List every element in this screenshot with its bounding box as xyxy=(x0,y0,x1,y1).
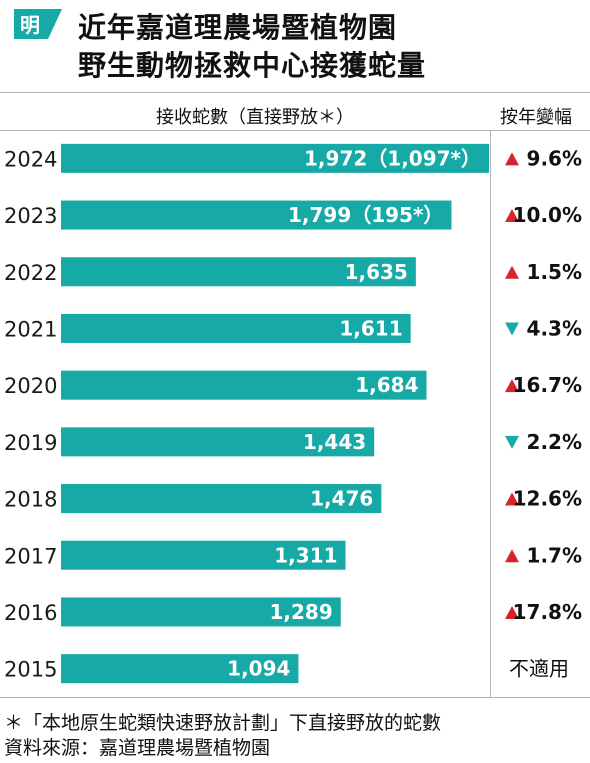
mingpao-logo-icon: 明 xyxy=(14,9,62,39)
year-label-2018: 2018 xyxy=(4,488,57,512)
change-label-2021: 4.3% xyxy=(527,316,582,340)
column-divider xyxy=(490,130,491,697)
year-label-2024: 2024 xyxy=(4,147,57,171)
year-label-2015: 2015 xyxy=(4,658,57,682)
change-up-icon-2018 xyxy=(505,492,519,506)
change-label-2024: 9.6% xyxy=(527,146,582,170)
footnote-source: 資料來源：嘉道理農場暨植物園 xyxy=(4,737,271,759)
bar-2023 xyxy=(61,200,452,230)
year-label-2023: 2023 xyxy=(4,204,57,228)
bar-2017 xyxy=(61,540,346,570)
change-label-2015: 不適用 xyxy=(509,657,569,681)
change-label-2016: 17.8% xyxy=(513,600,582,624)
divider-bottom xyxy=(0,697,590,698)
change-down-icon-2021 xyxy=(505,322,519,336)
snake-count-bar-chart: 2024 1,972（1,097*） 9.6% 2023 1,799（195*） 10.0… xyxy=(4,143,582,684)
divider-top xyxy=(0,92,590,93)
bar-2024 xyxy=(61,143,489,173)
title-line-1: 近年嘉道理農場暨植物園 xyxy=(78,11,398,44)
divider-header xyxy=(0,130,590,131)
value-label-2020: 1,684 xyxy=(355,373,418,397)
change-label-2022: 1.5% xyxy=(527,260,582,284)
value-label-2018: 1,476 xyxy=(310,487,373,511)
year-label-2022: 2022 xyxy=(4,261,57,285)
value-label-2019: 1,443 xyxy=(303,430,366,454)
change-up-icon-2017 xyxy=(505,549,519,563)
value-label-2016: 1,289 xyxy=(269,600,332,624)
change-up-icon-2023 xyxy=(505,209,519,223)
bar-2020 xyxy=(61,370,427,400)
bar-2016 xyxy=(61,597,341,627)
footnote-direct-release: ＊「本地原生蛇類快速野放計劃」下直接野放的蛇數 xyxy=(4,712,442,734)
change-up-icon-2024 xyxy=(505,152,519,166)
bar-2021 xyxy=(61,313,411,343)
bar-2018 xyxy=(61,484,382,514)
column-header-received: 接收蛇數（直接野放＊） xyxy=(156,107,354,128)
value-label-2022: 1,635 xyxy=(345,260,408,284)
bar-2019 xyxy=(61,427,375,457)
value-label-2021: 1,611 xyxy=(339,316,402,340)
logo-glyph: 明 xyxy=(20,13,40,37)
bar-2022 xyxy=(61,257,416,287)
year-label-2019: 2019 xyxy=(4,431,57,455)
change-up-icon-2016 xyxy=(505,605,519,619)
value-label-2015: 1,094 xyxy=(227,657,290,681)
year-label-2017: 2017 xyxy=(4,544,57,568)
year-label-2020: 2020 xyxy=(4,374,57,398)
value-label-2024: 1,972（1,097*） xyxy=(304,146,481,170)
column-header-change: 按年變幅 xyxy=(500,107,572,128)
bar-2015 xyxy=(61,654,299,684)
change-up-icon-2022 xyxy=(505,265,519,279)
change-label-2019: 2.2% xyxy=(527,430,582,454)
value-label-2023: 1,799（195*） xyxy=(288,203,443,227)
change-down-icon-2019 xyxy=(505,435,519,449)
change-up-icon-2020 xyxy=(505,379,519,393)
year-label-2021: 2021 xyxy=(4,317,57,341)
change-label-2020: 16.7% xyxy=(513,373,582,397)
change-label-2018: 12.6% xyxy=(513,487,582,511)
value-label-2017: 1,311 xyxy=(274,543,337,567)
change-label-2023: 10.0% xyxy=(513,203,582,227)
title-line-2: 野生動物拯救中心接獲蛇量 xyxy=(78,49,427,82)
change-label-2017: 1.7% xyxy=(527,543,582,567)
year-label-2016: 2016 xyxy=(4,601,57,625)
